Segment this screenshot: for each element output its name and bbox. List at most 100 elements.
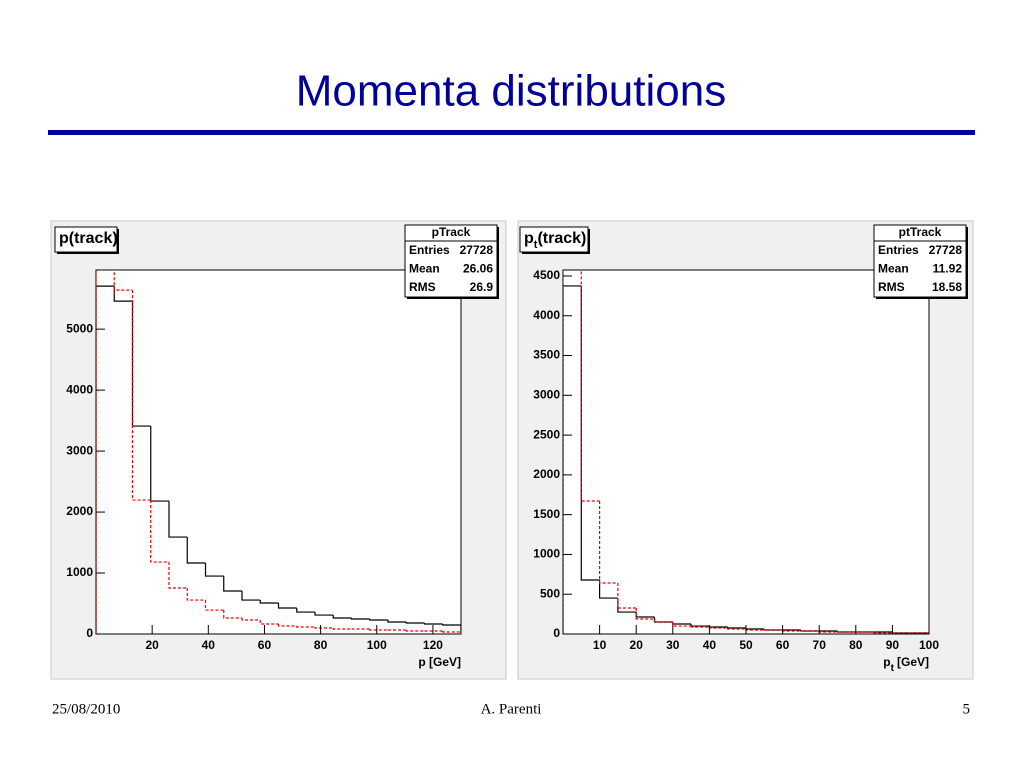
histogram-bin [332, 615, 352, 619]
title-box [519, 226, 589, 253]
histogram-bin [369, 629, 388, 631]
histogram-bin [727, 628, 746, 630]
x-tick-label: 70 [813, 638, 827, 652]
stats-title: pTrack [432, 225, 471, 239]
x-tick-label: 80 [849, 638, 863, 652]
histogram-bin [314, 612, 334, 616]
histogram-bin [131, 290, 151, 501]
x-tick-label: 90 [886, 638, 900, 652]
histogram-bin [690, 626, 710, 628]
y-tick-label: 0 [553, 626, 560, 640]
stats-label: Mean [409, 262, 440, 276]
chart-title: p(track) [59, 230, 118, 247]
stats-value: 18.58 [932, 280, 962, 294]
histogram-bin [672, 621, 692, 627]
histogram-bin [223, 576, 242, 592]
x-axis-label: pt [GeV] [883, 655, 929, 673]
histogram-bin [563, 285, 582, 634]
x-tick-label: 50 [739, 638, 753, 652]
y-tick-label: 1000 [533, 547, 560, 561]
histogram-bin [204, 563, 224, 577]
y-tick-label: 4000 [533, 308, 560, 322]
histogram-bin [405, 621, 425, 624]
y-tick-label: 4500 [533, 268, 560, 282]
x-tick-label: 30 [666, 638, 680, 652]
stats-value: 27728 [460, 243, 494, 257]
x-tick-label: 60 [776, 638, 790, 652]
stats-box [873, 224, 967, 298]
title-box [54, 226, 118, 253]
histogram-bin [423, 623, 443, 625]
stats-value: 26.06 [463, 262, 493, 276]
x-tick-label: 80 [314, 638, 328, 652]
y-tick-label: 2000 [66, 504, 93, 518]
histogram-bin [223, 610, 242, 619]
plot-frame [95, 269, 462, 635]
x-axis-label: p [GeV] [418, 655, 461, 669]
footer-date: 25/08/2010 [52, 701, 120, 717]
label-part: t [534, 239, 538, 251]
histogram-bin [259, 600, 279, 604]
stats-value: 27728 [929, 243, 963, 257]
histogram-bin [96, 285, 115, 634]
y-tick-label: 3000 [66, 443, 93, 457]
histogram-bin [617, 598, 637, 613]
y-tick-label: 2500 [533, 427, 560, 441]
histogram-bin [168, 562, 188, 589]
histogram-bin [369, 619, 388, 621]
x-tick-label: 20 [145, 638, 159, 652]
x-tick-label: 100 [367, 638, 387, 652]
histogram-bin [277, 624, 297, 627]
histogram-bin [599, 500, 618, 584]
histogram-bin [113, 270, 133, 291]
y-tick-label: 500 [540, 586, 560, 600]
x-tick-label: 20 [630, 638, 644, 652]
y-tick-label: 4000 [66, 382, 93, 396]
label-part: p [524, 230, 534, 247]
stats-title: ptTrack [899, 225, 942, 239]
label-part: p [883, 655, 890, 669]
chart-title: pt(track) [524, 230, 586, 251]
histogram-bin [314, 626, 334, 629]
stats-label: Entries [409, 243, 450, 257]
y-tick-label: 1000 [66, 565, 93, 579]
histogram-bin [442, 631, 461, 634]
histogram-bin [350, 618, 370, 620]
x-tick-label: 10 [593, 638, 607, 652]
y-tick-label: 0 [86, 626, 93, 640]
label-part: t [891, 663, 895, 674]
histogram-bin [599, 579, 618, 599]
histogram-bin [442, 624, 461, 634]
label-part: [GeV] [897, 655, 929, 669]
histogram-bin [150, 500, 169, 563]
footer-author: A. Parenti [481, 701, 542, 717]
histogram-bin [241, 618, 261, 621]
histogram-bin [387, 619, 407, 623]
plot-frame [562, 269, 930, 635]
y-tick-label: 2000 [533, 467, 560, 481]
histogram-bin [873, 632, 893, 634]
histogram-bin [653, 618, 673, 623]
histogram-bin [259, 619, 279, 625]
y-tick-label: 3500 [533, 348, 560, 362]
x-tick-label: 120 [423, 638, 443, 652]
stats-value: 26.9 [470, 280, 494, 294]
y-tick-label: 5000 [66, 321, 93, 335]
histogram-bin [296, 608, 315, 613]
title-rule [48, 130, 975, 135]
x-tick-label: 40 [703, 638, 717, 652]
y-tick-label: 3000 [533, 387, 560, 401]
label-part: p [GeV] [418, 655, 461, 669]
histogram-bin [580, 270, 600, 502]
x-tick-label: 100 [919, 638, 939, 652]
footer-page: 5 [963, 701, 971, 717]
histogram-bin [204, 600, 224, 611]
stats-value: 11.92 [933, 262, 963, 276]
histogram-bin [332, 628, 352, 630]
stats-label: RMS [878, 280, 905, 294]
slide-title: Momenta distributions [296, 67, 726, 116]
histogram-area [96, 270, 461, 634]
stats-label: RMS [409, 280, 436, 294]
histogram-bin [186, 537, 206, 564]
